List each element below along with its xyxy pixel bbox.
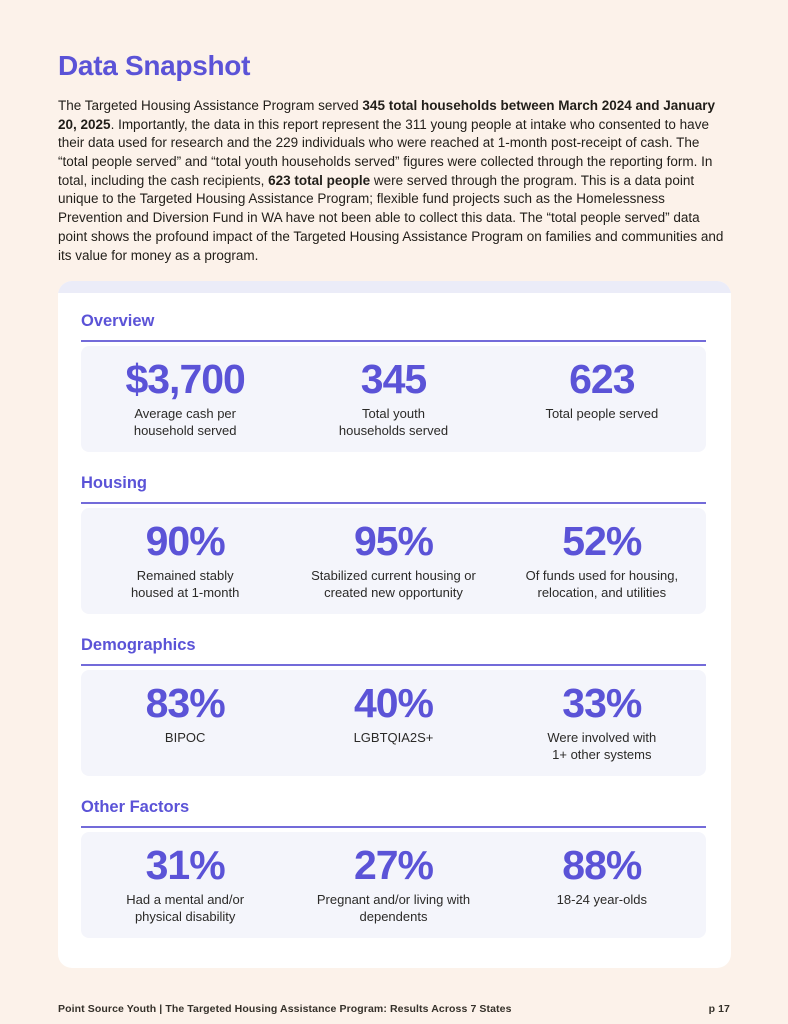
stat-value: 90% [145, 518, 226, 565]
intro-paragraph: The Targeted Housing Assistance Program … [58, 97, 731, 265]
intro-segment: The Targeted Housing Assistance Program … [58, 98, 363, 113]
stat-label: Total people served [545, 406, 659, 422]
stat-box: 31% Had a mental and/or physical disabil… [81, 832, 706, 939]
stat-value: 31% [145, 842, 226, 889]
stat-label: Had a mental and/or physical disability [126, 892, 245, 925]
stat-age-18-24: 88% 18-24 year-olds [498, 845, 706, 909]
stat-total-youth-households: 345 Total youth households served [289, 359, 497, 440]
intro-segment: . Importantly, the data in this report r… [58, 116, 713, 188]
stat-value: 88% [562, 842, 642, 889]
section-divider [81, 826, 706, 829]
stat-stably-housed: 90% Remained stably housed at 1-month [81, 521, 289, 602]
intro-segment: were served through the program. This is… [58, 172, 724, 263]
stat-label: LGBTQIA2S+ [353, 730, 434, 746]
section-heading: Overview [81, 312, 155, 331]
section-divider [81, 340, 706, 343]
stat-value: 27% [353, 842, 434, 889]
stat-value: 345 [360, 356, 427, 403]
stat-disability: 31% Had a mental and/or physical disabil… [81, 845, 289, 926]
stat-bipoc: 83% BIPOC [81, 683, 289, 747]
stat-box: 83% BIPOC 40% LGBTQIA2S+ 33% Were involv… [81, 670, 706, 777]
footer-report-title: Point Source Youth | The Targeted Housin… [58, 1003, 512, 1016]
stat-value: 623 [569, 356, 635, 403]
stat-value: 40% [353, 680, 434, 727]
stat-box: $3,700 Average cash per household served… [81, 346, 706, 453]
stat-total-people-served: 623 Total people served [498, 359, 706, 423]
section-heading: Housing [81, 474, 147, 493]
stat-pregnant-dependents: 27% Pregnant and/or living with dependen… [289, 845, 497, 926]
data-snapshot-card: Overview $3,700 Average cash per househo… [58, 281, 731, 969]
stat-value: 33% [562, 680, 642, 727]
section-heading: Other Factors [81, 798, 190, 817]
stat-box: 90% Remained stably housed at 1-month 95… [81, 508, 706, 615]
intro-segment-bold: 623 total people [268, 172, 371, 188]
card-body: Overview $3,700 Average cash per househo… [58, 293, 731, 968]
page-title: Data Snapshot [58, 50, 251, 81]
stat-label: Pregnant and/or living with dependents [316, 892, 471, 925]
stat-value: $3,700 [125, 356, 245, 403]
section-housing: Housing 90% Remained stably housed at 1-… [81, 474, 706, 615]
section-heading: Demographics [81, 636, 196, 655]
section-overview: Overview $3,700 Average cash per househo… [81, 312, 706, 453]
intro-segment-bold: 345 total households between March 2024 … [58, 98, 716, 132]
section-divider [81, 664, 706, 667]
page-footer: Point Source Youth | The Targeted Housin… [58, 1003, 730, 1015]
stat-label: Stabilized current housing or created ne… [311, 568, 476, 601]
stat-funds-housing: 52% Of funds used for housing, relocatio… [498, 521, 706, 602]
stat-label: 18-24 year-olds [556, 892, 647, 908]
stat-value: 83% [145, 680, 226, 727]
section-divider [81, 502, 706, 505]
stat-label: Remained stably housed at 1-month [130, 568, 240, 601]
section-other-factors: Other Factors 31% Had a mental and/or ph… [81, 798, 706, 939]
stat-label: Of funds used for housing, relocation, a… [525, 568, 679, 601]
stat-label: Average cash per household served [133, 406, 237, 439]
stat-avg-cash: $3,700 Average cash per household served [81, 359, 289, 440]
footer-page-number: p 17 [708, 1003, 730, 1016]
stat-value: 95% [353, 518, 434, 565]
stat-label: Total youth households served [338, 406, 449, 439]
stat-stabilized-housing: 95% Stabilized current housing or create… [289, 521, 497, 602]
stat-label: BIPOC [164, 730, 206, 746]
section-demographics: Demographics 83% BIPOC 40% LGBTQIA2S+ 33… [81, 636, 706, 777]
stat-value: 52% [562, 518, 642, 565]
stat-other-systems: 33% Were involved with 1+ other systems [498, 683, 706, 764]
stat-label: Were involved with 1+ other systems [547, 730, 657, 763]
stat-lgbtqia2s: 40% LGBTQIA2S+ [289, 683, 497, 747]
card-top-strip [58, 281, 731, 294]
